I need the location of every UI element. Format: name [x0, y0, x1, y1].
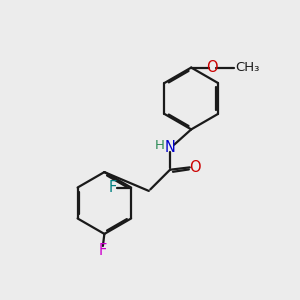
Text: F: F	[99, 243, 107, 258]
Text: H: H	[155, 139, 165, 152]
Text: CH₃: CH₃	[235, 61, 260, 74]
Text: F: F	[109, 180, 117, 195]
Text: N: N	[165, 140, 176, 155]
Text: O: O	[190, 160, 201, 175]
Text: O: O	[207, 60, 218, 75]
